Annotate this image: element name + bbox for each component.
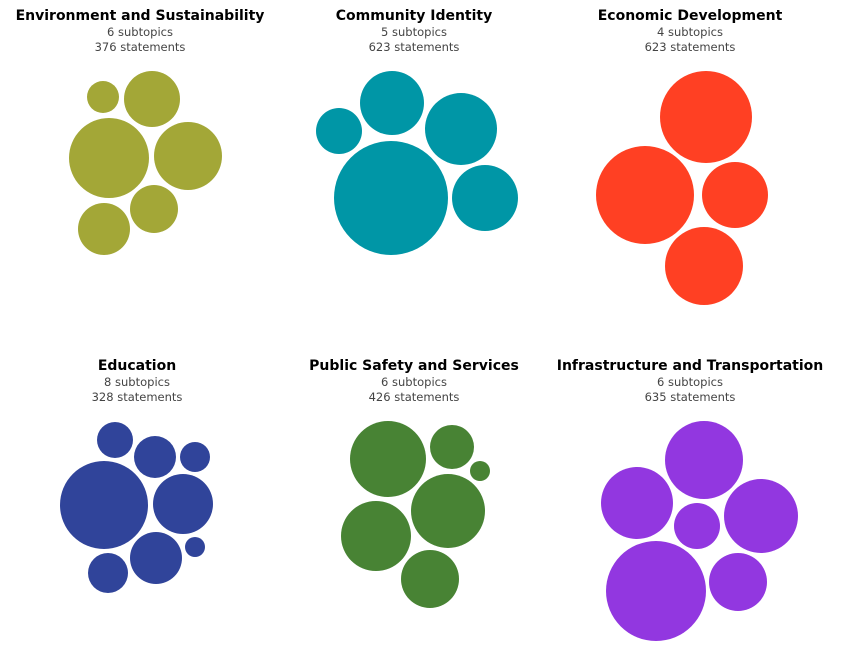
- subtopic-bubble[interactable]: [180, 442, 210, 472]
- subtopic-bubble[interactable]: [153, 474, 213, 534]
- topic-statements-count: 376 statements: [94, 40, 186, 54]
- subtopic-bubble[interactable]: [350, 421, 426, 497]
- topic-title: Education: [97, 358, 177, 374]
- subtopic-bubble[interactable]: [154, 122, 222, 190]
- topic-panel-education[interactable]: Education 8 subtopics 328 statements: [0, 357, 277, 405]
- subtopic-bubble[interactable]: [130, 185, 178, 233]
- bubble-cluster-economic-development: [596, 71, 768, 305]
- subtopic-bubble[interactable]: [78, 203, 130, 255]
- subtopic-bubble[interactable]: [665, 421, 743, 499]
- topic-subtopics-count: 4 subtopics: [657, 25, 723, 39]
- topic-subtopics-count: 6 subtopics: [381, 375, 447, 389]
- topic-statements-count: 426 statements: [368, 390, 460, 404]
- bubble-cluster-community-identity: [316, 71, 518, 255]
- subtopic-bubble[interactable]: [606, 541, 706, 641]
- subtopic-bubble[interactable]: [660, 71, 752, 163]
- topic-subtopics-count: 5 subtopics: [381, 25, 447, 39]
- subtopic-bubble[interactable]: [470, 461, 490, 481]
- topic-subtopics-count: 8 subtopics: [104, 375, 170, 389]
- subtopic-bubble[interactable]: [134, 436, 176, 478]
- subtopic-bubble[interactable]: [401, 550, 459, 608]
- subtopic-bubble[interactable]: [316, 108, 362, 154]
- subtopic-bubble[interactable]: [411, 474, 485, 548]
- topic-panel-community-identity[interactable]: Community Identity 5 subtopics 623 state…: [274, 7, 554, 55]
- subtopic-bubble[interactable]: [702, 162, 768, 228]
- topic-statements-count: 623 statements: [644, 40, 736, 54]
- subtopic-bubble[interactable]: [601, 467, 673, 539]
- bubble-cluster-infrastructure: [601, 421, 798, 641]
- topic-subtopics-count: 6 subtopics: [107, 25, 173, 39]
- subtopic-bubble[interactable]: [88, 553, 128, 593]
- topic-title: Community Identity: [335, 8, 493, 24]
- subtopic-bubble[interactable]: [69, 118, 149, 198]
- subtopic-bubble[interactable]: [334, 141, 448, 255]
- subtopic-bubble[interactable]: [185, 537, 205, 557]
- subtopic-bubble[interactable]: [130, 532, 182, 584]
- topic-statements-count: 623 statements: [368, 40, 460, 54]
- subtopic-bubble[interactable]: [425, 93, 497, 165]
- topic-panel-economic-development[interactable]: Economic Development 4 subtopics 623 sta…: [550, 7, 830, 55]
- bubble-cluster-environment: [69, 71, 222, 255]
- bubble-cluster-public-safety: [341, 421, 490, 608]
- topic-subtopics-count: 6 subtopics: [657, 375, 723, 389]
- subtopic-bubble[interactable]: [430, 425, 474, 469]
- subtopic-bubble[interactable]: [452, 165, 518, 231]
- subtopic-bubble[interactable]: [665, 227, 743, 305]
- subtopic-bubble[interactable]: [341, 501, 411, 571]
- topic-panel-public-safety[interactable]: Public Safety and Services 6 subtopics 4…: [274, 357, 554, 405]
- subtopic-bubble[interactable]: [87, 81, 119, 113]
- subtopic-bubble[interactable]: [724, 479, 798, 553]
- subtopic-bubble[interactable]: [60, 461, 148, 549]
- subtopic-bubble[interactable]: [709, 553, 767, 611]
- subtopic-bubble[interactable]: [124, 71, 180, 127]
- topic-panel-infrastructure[interactable]: Infrastructure and Transportation 6 subt…: [550, 357, 830, 405]
- subtopic-bubble[interactable]: [596, 146, 694, 244]
- subtopic-bubble[interactable]: [674, 503, 720, 549]
- topic-title: Public Safety and Services: [309, 358, 519, 374]
- topic-title: Economic Development: [597, 8, 783, 24]
- subtopic-bubble[interactable]: [97, 422, 133, 458]
- topic-statements-count: 328 statements: [91, 390, 183, 404]
- topic-statements-count: 635 statements: [644, 390, 736, 404]
- subtopic-bubble[interactable]: [360, 71, 424, 135]
- topic-panel-environment[interactable]: Environment and Sustainability 6 subtopi…: [0, 7, 280, 55]
- topic-title: Environment and Sustainability: [15, 8, 265, 24]
- bubble-cluster-education: [60, 422, 213, 593]
- topic-title: Infrastructure and Transportation: [556, 358, 824, 374]
